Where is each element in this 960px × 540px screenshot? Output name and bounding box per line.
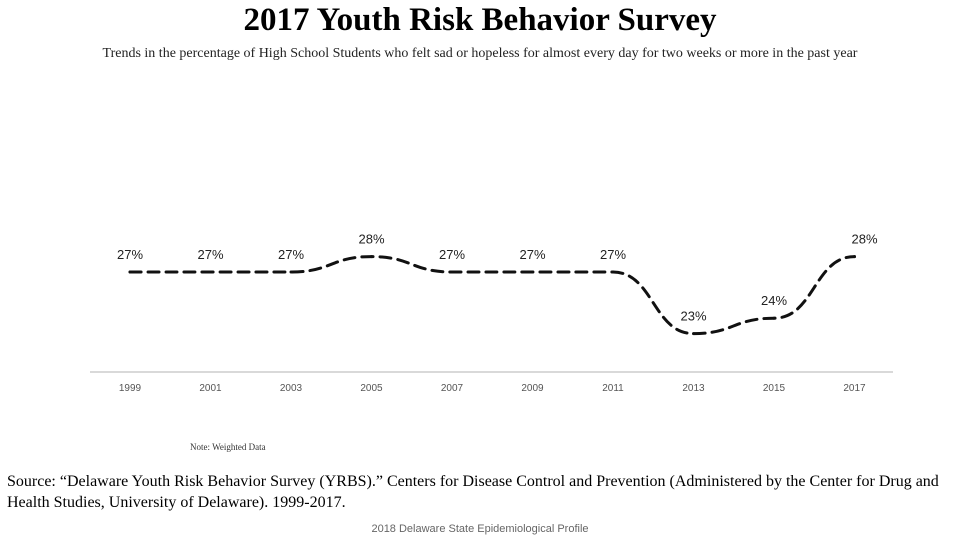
data-point [289,270,293,274]
data-label: 27% [439,247,465,262]
data-label: 27% [600,247,626,262]
data-point [128,270,132,274]
note-text: Note: Weighted Data [190,442,266,452]
data-label: 27% [197,247,223,262]
trend-line-chart: 27% 1999 27% 2001 27% 2003 28% 2005 27% 2007 27% 20… [90,232,893,394]
data-point [611,270,615,274]
data-point [692,332,695,336]
x-tick-label: 2007 [441,383,464,394]
data-label: 28% [358,232,384,247]
data-point [772,316,776,320]
footer-text: 2018 Delaware State Epidemiological Prof… [371,523,589,535]
x-tick-label: 2017 [843,383,866,394]
x-tick-label: 2003 [280,383,303,394]
data-point [853,255,856,259]
data-label: 27% [278,247,304,262]
data-label: 28% [851,232,877,247]
data-label: 27% [117,247,143,262]
source-citation: Source: “Delaware Youth Risk Behavior Su… [7,473,939,511]
x-tick-label: 2011 [602,383,624,394]
data-point [531,270,534,274]
chart-subtitle: Trends in the percentage of High School … [102,46,858,61]
data-point [209,270,212,274]
data-point [450,270,454,274]
series-line [128,255,856,336]
data-point [370,255,373,259]
page-title: 2017 Youth Risk Behavior Survey [243,2,717,38]
x-tick-label: 2015 [763,383,786,394]
x-tick-label: 2009 [521,383,544,394]
data-label: 24% [761,293,787,308]
data-label: 27% [519,247,545,262]
x-tick-label: 1999 [119,383,142,394]
x-tick-label: 2001 [199,383,222,394]
x-tick-label: 2013 [682,383,705,394]
data-label: 23% [680,309,706,324]
x-tick-label: 2005 [360,383,383,394]
